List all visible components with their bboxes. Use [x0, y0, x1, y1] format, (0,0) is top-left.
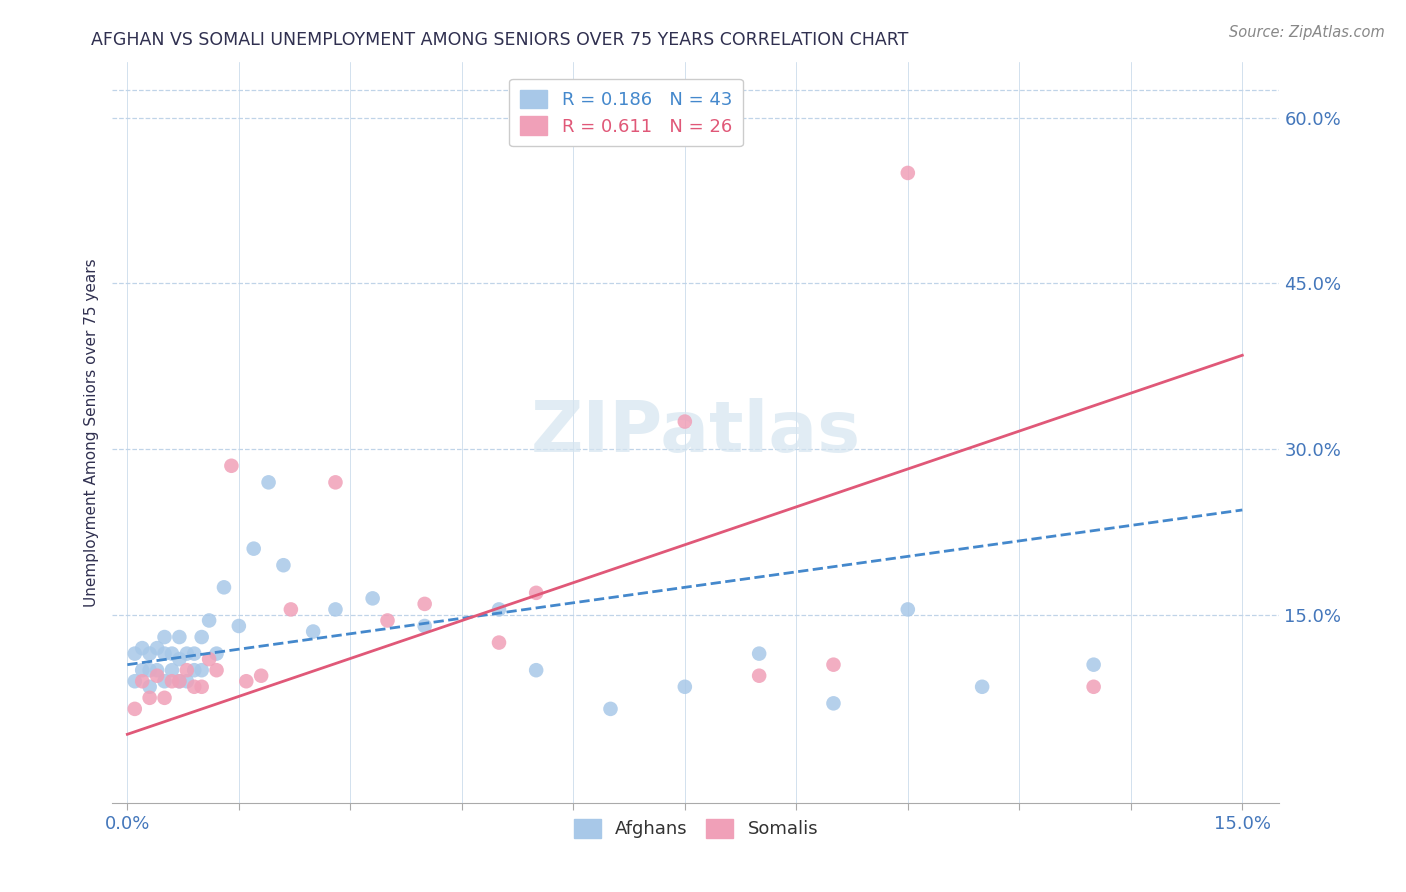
Point — [524, 586, 547, 600]
Point — [302, 624, 325, 639]
Point — [972, 680, 994, 694]
Point — [748, 669, 770, 683]
Point — [273, 558, 295, 573]
Point — [169, 652, 191, 666]
Point — [153, 674, 176, 689]
Point — [146, 669, 169, 683]
Point — [169, 674, 191, 689]
Point — [599, 702, 621, 716]
Point — [124, 702, 146, 716]
Point — [673, 415, 696, 429]
Point — [190, 630, 212, 644]
Point — [138, 663, 160, 677]
Point — [242, 541, 264, 556]
Text: ZIPatlas: ZIPatlas — [531, 398, 860, 467]
Point — [673, 680, 696, 694]
Text: AFGHAN VS SOMALI UNEMPLOYMENT AMONG SENIORS OVER 75 YEARS CORRELATION CHART: AFGHAN VS SOMALI UNEMPLOYMENT AMONG SENI… — [91, 31, 908, 49]
Point — [823, 657, 845, 672]
Point — [235, 674, 257, 689]
Point — [897, 602, 920, 616]
Point — [221, 458, 243, 473]
Point — [205, 647, 228, 661]
Point — [257, 475, 280, 490]
Point — [131, 663, 153, 677]
Point — [228, 619, 250, 633]
Point — [160, 647, 183, 661]
Point — [183, 663, 205, 677]
Point — [190, 680, 212, 694]
Point — [176, 647, 198, 661]
Point — [212, 580, 235, 594]
Point — [823, 697, 845, 711]
Point — [138, 690, 160, 705]
Point — [176, 674, 198, 689]
Point — [176, 663, 198, 677]
Point — [138, 680, 160, 694]
Legend: Afghans, Somalis: Afghans, Somalis — [567, 812, 825, 846]
Point — [183, 680, 205, 694]
Point — [138, 647, 160, 661]
Point — [897, 166, 920, 180]
Point — [748, 647, 770, 661]
Point — [169, 630, 191, 644]
Point — [153, 690, 176, 705]
Point — [124, 647, 146, 661]
Point — [325, 602, 347, 616]
Point — [131, 674, 153, 689]
Point — [325, 475, 347, 490]
Point — [153, 647, 176, 661]
Point — [183, 647, 205, 661]
Point — [124, 674, 146, 689]
Point — [205, 663, 228, 677]
Point — [488, 635, 510, 649]
Point — [361, 591, 384, 606]
Point — [160, 663, 183, 677]
Point — [153, 630, 176, 644]
Point — [146, 663, 169, 677]
Point — [1083, 680, 1105, 694]
Point — [250, 669, 273, 683]
Point — [198, 614, 221, 628]
Point — [377, 614, 399, 628]
Point — [146, 641, 169, 656]
Point — [413, 597, 436, 611]
Y-axis label: Unemployment Among Seniors over 75 years: Unemployment Among Seniors over 75 years — [83, 259, 98, 607]
Point — [190, 663, 212, 677]
Point — [198, 652, 221, 666]
Point — [413, 619, 436, 633]
Point — [131, 641, 153, 656]
Point — [280, 602, 302, 616]
Point — [524, 663, 547, 677]
Point — [488, 602, 510, 616]
Text: Source: ZipAtlas.com: Source: ZipAtlas.com — [1229, 25, 1385, 40]
Point — [160, 674, 183, 689]
Point — [1083, 657, 1105, 672]
Point — [169, 674, 191, 689]
